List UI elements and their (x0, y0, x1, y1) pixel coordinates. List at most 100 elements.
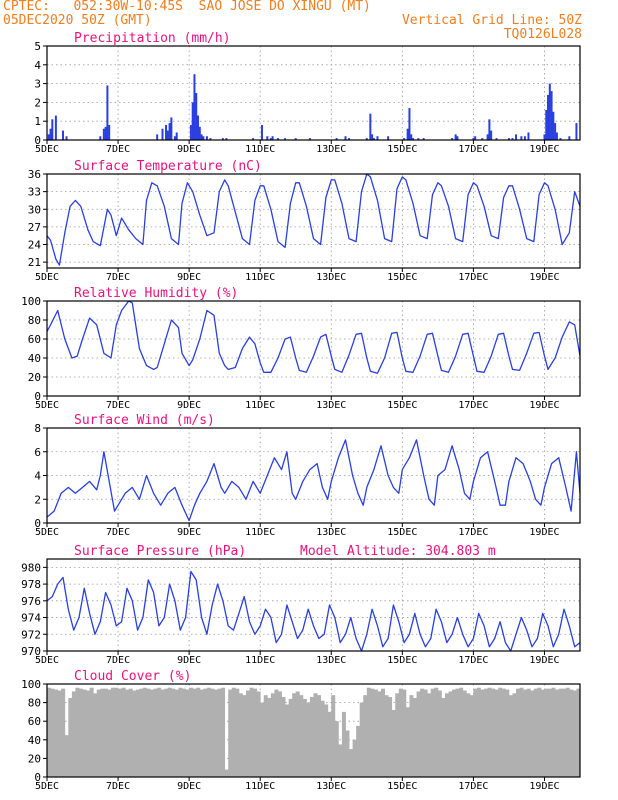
precipitation-bar (387, 136, 390, 140)
surface-wind-xtick-label: 15DEC (387, 527, 417, 538)
cloud-cover-ytick-label: 40 (28, 734, 41, 747)
precipitation-bar (202, 136, 205, 140)
cloud-cover-bar (203, 688, 208, 777)
cloud-cover-bar (242, 695, 247, 777)
surface-temperature-ytick-label: 36 (28, 168, 41, 181)
precipitation-bar (555, 132, 558, 140)
cloud-cover-bar (494, 689, 499, 777)
cloud-cover-bar (121, 687, 126, 777)
surface-pressure-ytick-label: 976 (21, 595, 41, 608)
precipitation-bar (454, 134, 457, 140)
surface-temperature-xtick-label: 17DEC (458, 272, 488, 283)
surface-temperature-xtick-label: 9DEC (177, 272, 201, 283)
precipitation-bar (511, 138, 514, 140)
precipitation-bar (490, 130, 493, 140)
cloud-cover-bar (89, 687, 94, 777)
cloud-cover-bar (395, 693, 400, 777)
precipitation-bar (54, 115, 57, 140)
precipitation-ytick-label: 5 (34, 40, 41, 53)
cloud-cover-bar (466, 693, 471, 777)
surface-wind-ytick-label: 2 (34, 493, 41, 506)
cloud-cover-ytick-label: 0 (34, 771, 41, 784)
relative-humidity-ytick-label: 20 (28, 371, 41, 384)
relative-humidity-title: Relative Humidity (%) (74, 286, 238, 301)
precipitation-bar (365, 138, 368, 140)
precipitation-bar (104, 126, 107, 140)
cloud-cover-bar (498, 687, 503, 777)
cloud-cover-bar (427, 693, 432, 777)
precipitation-bar (175, 132, 178, 140)
precipitation-bar (344, 136, 347, 140)
cloud-cover-bar (484, 688, 489, 777)
surface-temperature-ytick-label: 30 (28, 203, 41, 216)
surface-pressure-ytick-label: 974 (21, 612, 41, 625)
cloud-cover-xtick-label: 9DEC (177, 781, 201, 792)
cloud-cover-bar (455, 688, 460, 777)
cloud-cover-bar (288, 698, 293, 777)
surface-wind-line (46, 439, 581, 522)
cloud-cover-bar (519, 687, 524, 777)
relative-humidity-xtick-label: 9DEC (177, 400, 201, 411)
surface-pressure-frame (46, 558, 581, 652)
precipitation-bar (294, 138, 297, 140)
precipitation-bar (166, 130, 169, 140)
precipitation-bar (547, 94, 550, 140)
cloud-cover-ytick-label: 100 (21, 678, 41, 691)
precipitation-bar (371, 134, 374, 140)
cloud-cover-bar (313, 693, 318, 777)
header-station: CPTEC: 052:30W-10:45S SAO JOSE DO XINGU … (3, 0, 371, 14)
cloud-cover-bar (526, 688, 531, 777)
cloud-cover-xtick-label: 11DEC (245, 781, 275, 792)
precipitation-bar (410, 134, 413, 140)
surface-wind-xtick-label: 17DEC (458, 527, 488, 538)
cloud-cover-bar (157, 687, 162, 777)
cloud-cover-bar (71, 691, 76, 777)
cloud-cover-bar (114, 687, 119, 777)
cloud-cover-bar (398, 688, 403, 777)
cloud-cover-bar (253, 688, 258, 777)
precipitation-bar (474, 136, 477, 140)
surface-pressure-ytick-label: 978 (21, 578, 41, 591)
cloud-cover-bar (537, 687, 542, 777)
cloud-cover-bar (75, 687, 80, 777)
cloud-cover-bar (295, 691, 300, 777)
cloud-cover-bar (210, 688, 215, 777)
cloud-cover-bar (569, 689, 574, 777)
precipitation-bar (348, 138, 351, 140)
cloud-cover-bar (505, 689, 510, 777)
cloud-cover-bar (174, 689, 179, 777)
cloud-cover-xtick-label: 5DEC (35, 781, 59, 792)
relative-humidity-xtick-label: 13DEC (316, 400, 346, 411)
precipitation-bar (99, 136, 102, 140)
precipitation-bar (552, 111, 555, 140)
cloud-cover-bar (381, 688, 385, 777)
cloud-cover-bar (437, 690, 442, 777)
surface-wind-ytick-label: 6 (34, 446, 41, 459)
cloud-cover-bar (416, 691, 421, 777)
precipitation-bar (527, 132, 530, 140)
cloud-cover-bar (274, 689, 279, 777)
cloud-cover-xtick-label: 19DEC (529, 781, 559, 792)
cloud-cover-bar (260, 702, 265, 777)
surface-pressure-xtick-label: 7DEC (106, 655, 130, 666)
precipitation-bar (486, 134, 489, 140)
precipitation-bar (108, 124, 111, 140)
precipitation-bar (411, 138, 414, 140)
surface-pressure-panel: 970 972 974 976 978 980 5DEC 7DEC 9DEC 11DEC 13DEC… (21, 544, 581, 666)
cloud-cover-bar (480, 689, 485, 777)
precipitation-bar (507, 138, 510, 140)
cloud-cover-bar (132, 690, 137, 777)
precipitation-xtick-label: 11DEC (245, 144, 275, 155)
precipitation-bar (308, 138, 311, 140)
cloud-cover-ytick-label: 80 (28, 697, 41, 710)
cloud-cover-bar (448, 691, 453, 777)
cloud-cover-bar (270, 693, 275, 777)
cloud-cover-bar (356, 725, 361, 777)
cloud-cover-bar (540, 689, 545, 777)
precipitation-title: Precipitation (mm/h) (74, 31, 231, 46)
cloud-cover-bar (487, 687, 492, 777)
cloud-cover-bar (352, 739, 357, 777)
cloud-cover-bar (533, 688, 538, 777)
surface-temperature-title: Surface Temperature (nC) (74, 159, 262, 174)
cloud-cover-bar (462, 690, 467, 777)
